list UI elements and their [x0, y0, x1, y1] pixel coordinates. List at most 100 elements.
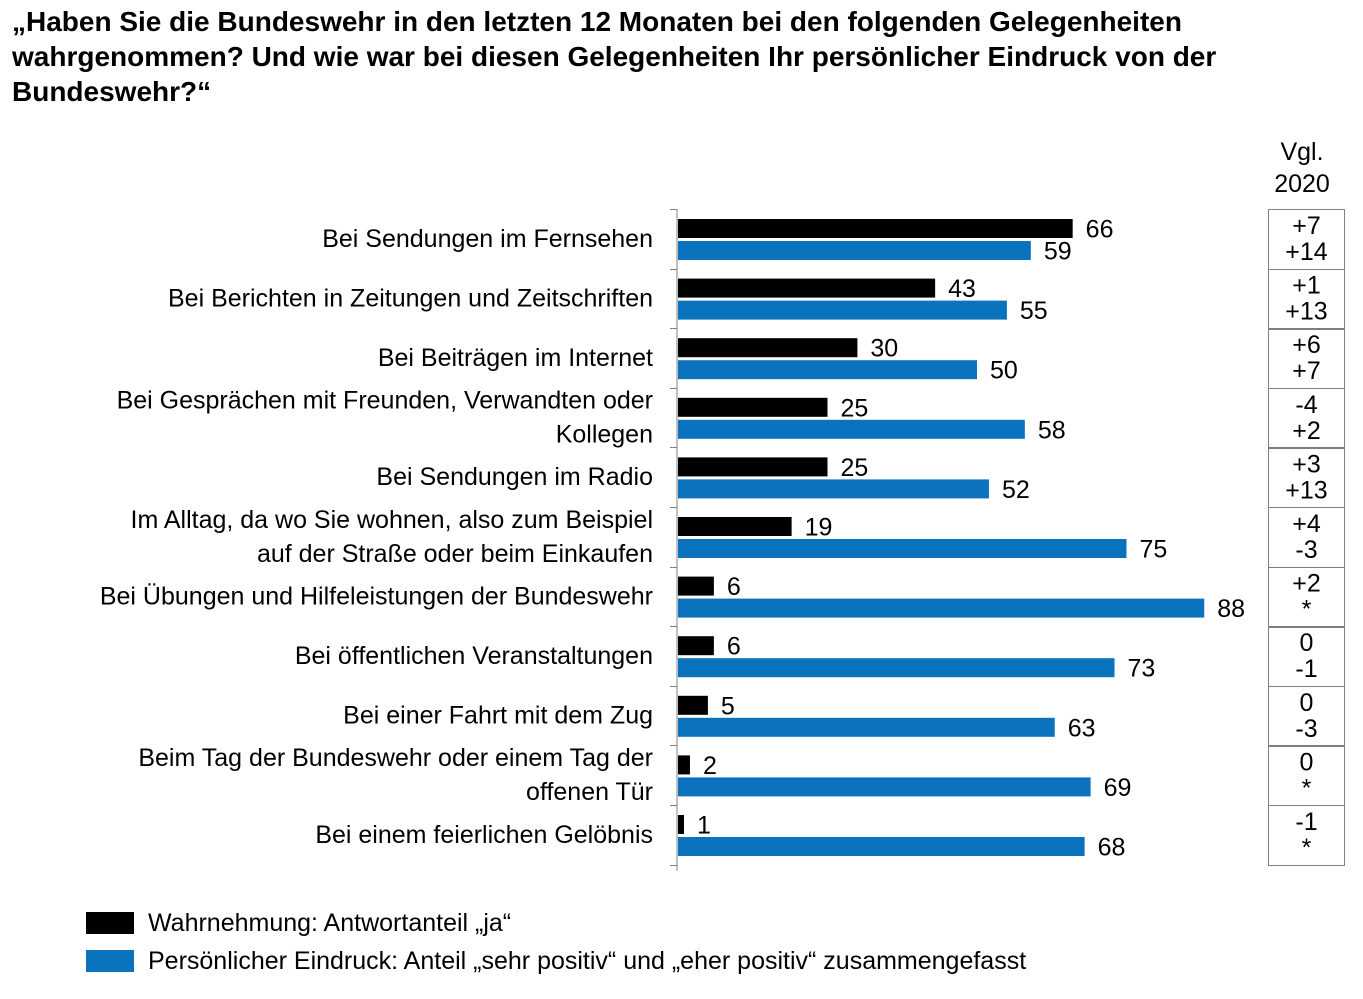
bar-ja	[678, 338, 858, 358]
value-label-positiv: 58	[1038, 416, 1066, 444]
category-label-line: Kollegen	[556, 421, 653, 449]
value-label-ja: 6	[727, 633, 741, 661]
category-label: Bei Sendungen im Fernsehen	[322, 225, 653, 253]
comparison-value-ja: -1	[1295, 808, 1317, 836]
value-label-positiv: 63	[1068, 714, 1096, 742]
comparison-value-positiv: -3	[1295, 536, 1317, 564]
bar-positiv	[678, 360, 977, 380]
comparison-cell	[1268, 269, 1345, 330]
value-label-ja: 5	[721, 692, 735, 720]
comparison-value-positiv: *	[1302, 834, 1312, 862]
category-label: Bei Übungen und Hilfeleistungen der Bund…	[100, 582, 653, 610]
category-label: Im Alltag, da wo Sie wohnen, also zum Be…	[131, 506, 654, 568]
value-label-ja: 19	[805, 514, 833, 542]
comparison-value-positiv: +7	[1292, 357, 1321, 385]
comparison-value-ja: +1	[1292, 272, 1321, 300]
value-label-positiv: 69	[1104, 774, 1132, 802]
category-labels: Bei Sendungen im Fernsehen Bei Berichten …	[100, 225, 653, 849]
value-label-ja: 2	[703, 752, 717, 780]
value-label-positiv: 73	[1128, 655, 1156, 683]
category-label: Bei Gesprächen mit Freunden, Verwandten …	[117, 387, 653, 449]
bar-positiv	[678, 837, 1085, 856]
comparison-header-line-2: 2020	[1274, 170, 1330, 198]
comparison-value-ja: +7	[1292, 212, 1321, 240]
value-label-positiv: 55	[1020, 297, 1048, 325]
category-label: Bei Beiträgen im Internet	[378, 344, 653, 372]
legend-label-positiv: Persönlicher Eindruck: Anteil „sehr posi…	[148, 947, 1027, 975]
bar-positiv	[678, 539, 1127, 558]
category-label: Bei einer Fahrt mit dem Zug	[343, 702, 653, 730]
value-label-ja: 43	[948, 275, 976, 303]
bars	[678, 219, 1205, 856]
value-label-positiv: 75	[1140, 536, 1168, 564]
bar-ja	[678, 636, 714, 656]
comparison-cell	[1268, 388, 1345, 449]
chart-title: „Haben Sie die Bundeswehr in den letzten…	[12, 6, 1217, 107]
bar-ja	[678, 576, 714, 596]
bar-positiv	[678, 479, 989, 499]
comparison-value-positiv: +14	[1285, 238, 1328, 266]
bar-positiv	[678, 419, 1025, 439]
comparison-value-ja: +3	[1292, 450, 1321, 478]
bar-ja	[678, 815, 684, 834]
comparison-value-ja: +6	[1292, 331, 1321, 359]
comparison-value-positiv: +13	[1285, 298, 1327, 326]
value-label-positiv: 52	[1002, 476, 1030, 504]
comparison-value-positiv: *	[1302, 774, 1312, 802]
bar-ja	[678, 517, 792, 536]
value-label-positiv: 50	[990, 357, 1018, 385]
comparison-header: Vgl. 2020	[1262, 136, 1342, 200]
value-label-ja: 25	[841, 394, 869, 422]
value-labels: 66 59 43 55 30 50 25 58 25 52 19 75 6 88 6 73 5 63 2 69 1 68	[697, 216, 1245, 862]
comparison-cell	[1268, 567, 1345, 628]
bar-ja	[678, 457, 828, 477]
bar-ja	[678, 397, 828, 417]
bar-positiv	[678, 598, 1205, 618]
comparison-value-ja: 0	[1300, 748, 1314, 776]
bar-ja	[678, 219, 1073, 238]
bar-positiv	[678, 658, 1115, 678]
comparison-value-positiv: +2	[1292, 417, 1321, 445]
value-label-ja: 66	[1086, 216, 1114, 244]
comparison-value-ja: 0	[1300, 629, 1314, 657]
value-label-ja: 1	[697, 812, 711, 840]
comparison-value-ja: 0	[1300, 689, 1314, 717]
comparison-value-ja: +4	[1292, 510, 1321, 538]
category-label-line: Im Alltag, da wo Sie wohnen, also zum Be…	[131, 506, 654, 534]
category-label-line: auf der Straße oder beim Einkaufen	[257, 540, 653, 568]
comparison-value-ja: -4	[1295, 391, 1317, 419]
category-label: Bei Sendungen im Radio	[376, 463, 653, 491]
comparison-value-positiv: -1	[1295, 655, 1317, 683]
category-label: Bei einem feierlichen Gelöbnis	[315, 821, 653, 849]
category-label-line: Bei Gesprächen mit Freunden, Verwandten …	[117, 387, 653, 415]
bar-ja	[678, 755, 690, 775]
comparison-value-positiv: *	[1302, 596, 1312, 624]
bar-ja	[678, 695, 708, 715]
category-label-line: Beim Tag der Bundeswehr oder einem Tag d…	[138, 744, 653, 772]
value-label-positiv: 68	[1098, 834, 1126, 862]
value-label-ja: 25	[841, 454, 869, 482]
bar-ja	[678, 278, 936, 298]
comparison-cell	[1268, 686, 1345, 747]
category-label: Bei öffentlichen Veranstaltungen	[295, 642, 653, 670]
bar-positiv	[678, 717, 1055, 737]
legend-swatch-positiv	[86, 950, 134, 972]
bar-positiv	[678, 300, 1007, 320]
category-label: Beim Tag der Bundeswehr oder einem Tag d…	[138, 744, 653, 806]
bar-positiv	[678, 241, 1031, 260]
legend-swatch-ja	[86, 912, 134, 934]
legend-label-ja: Wahrnehmung: Antwortanteil „ja“	[148, 909, 512, 937]
value-label-positiv: 88	[1217, 595, 1245, 623]
comparison-value-positiv: -3	[1295, 715, 1317, 743]
comparison-value-positiv: +13	[1285, 476, 1327, 504]
comparison-value-ja: +2	[1292, 570, 1321, 598]
bar-positiv	[678, 777, 1091, 797]
comparison-column: +7+14+1+13+6+7-4+2+3+13+4-3+2*0-10-30*-1…	[1268, 209, 1345, 866]
value-label-ja: 30	[870, 335, 898, 363]
value-label-positiv: 59	[1044, 238, 1072, 266]
category-label-line: offenen Tür	[526, 778, 653, 806]
comparison-cell	[1268, 805, 1345, 866]
chart-axis	[670, 209, 678, 871]
value-label-ja: 6	[727, 573, 741, 601]
